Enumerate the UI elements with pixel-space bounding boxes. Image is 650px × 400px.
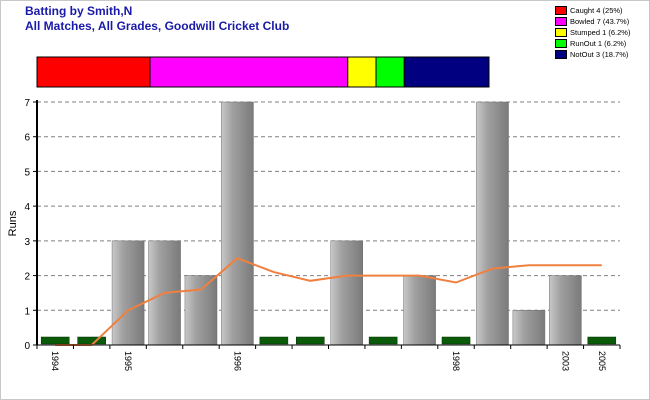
legend-item: Stumped 1 (6.2%)	[555, 27, 645, 38]
run-bar	[330, 240, 364, 346]
legend: Caught 4 (25%) Bowled 7 (43.7%) Stumped 1 …	[555, 5, 645, 60]
y-tick-label: 0	[24, 341, 30, 352]
y-tick-label: 4	[24, 202, 30, 213]
y-tick-label: 1	[24, 306, 30, 317]
legend-item: Bowled 7 (43.7%)	[555, 16, 645, 27]
legend-item: RunOut 1 (6.2%)	[555, 38, 645, 49]
dismissal-segment	[36, 56, 151, 88]
legend-swatch	[555, 50, 567, 59]
y-tick-label: 5	[24, 167, 30, 178]
legend-swatch	[555, 28, 567, 37]
zero-score-marker	[77, 336, 106, 345]
y-tick-label: 7	[24, 98, 30, 109]
y-tick-label: 3	[24, 237, 30, 248]
run-bar	[221, 101, 254, 346]
legend-swatch	[555, 17, 567, 26]
dismissal-segment	[347, 56, 377, 88]
x-tick-label: 2003	[560, 351, 570, 371]
run-bar	[549, 275, 582, 346]
zero-score-marker	[40, 336, 70, 345]
chart-subtitle: All Matches, All Grades, Goodwill Cricke…	[25, 19, 290, 33]
legend-label: RunOut 1 (6.2%)	[570, 39, 627, 48]
x-tick-label: 2005	[597, 351, 607, 371]
y-tick-label: 2	[24, 272, 30, 283]
zero-score-marker	[368, 336, 398, 345]
average-trend-line	[55, 257, 602, 346]
run-bar	[512, 310, 546, 346]
dismissal-segment	[375, 56, 405, 88]
zero-score-marker	[259, 336, 289, 345]
chart-title: Batting by Smith,N	[25, 4, 133, 18]
legend-item: Caught 4 (25%)	[555, 5, 645, 16]
legend-label: Stumped 1 (6.2%)	[570, 28, 631, 37]
zero-score-marker	[441, 336, 471, 345]
run-bar	[111, 240, 145, 346]
legend-label: NotOut 3 (18.7%)	[570, 50, 629, 59]
run-bar	[184, 275, 218, 346]
dismissal-segment	[149, 56, 349, 88]
run-bar	[403, 275, 436, 346]
legend-item: NotOut 3 (18.7%)	[555, 49, 645, 60]
legend-label: Bowled 7 (43.7%)	[570, 17, 630, 26]
run-bar	[476, 101, 509, 346]
x-tick-label: 1996	[232, 351, 242, 371]
y-tick-label: 6	[24, 133, 30, 144]
x-tick-label: 1998	[451, 351, 461, 371]
dismissal-segment	[403, 56, 490, 88]
y-axis-label: Runs	[7, 210, 19, 236]
legend-swatch	[555, 6, 567, 15]
legend-label: Caught 4 (25%)	[570, 6, 623, 15]
x-tick-label: 1995	[123, 351, 133, 371]
zero-score-marker	[295, 336, 325, 345]
legend-swatch	[555, 39, 567, 48]
x-tick-label: 1994	[50, 351, 60, 371]
zero-score-marker	[587, 336, 617, 345]
